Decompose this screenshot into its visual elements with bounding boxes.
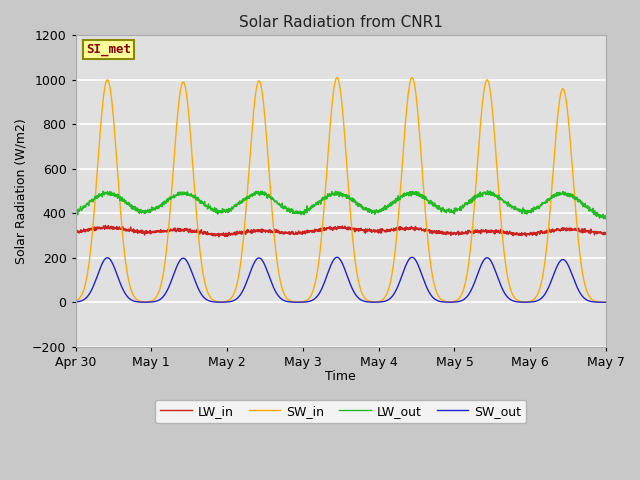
Y-axis label: Solar Radiation (W/m2): Solar Radiation (W/m2) xyxy=(15,118,28,264)
LW_in xyxy=(72,228,79,234)
SW_out xyxy=(538,295,546,301)
LW_in xyxy=(215,234,223,240)
SW_out xyxy=(314,293,321,299)
LW_in xyxy=(102,222,109,228)
LW_out xyxy=(538,203,546,208)
LW_in xyxy=(470,229,478,235)
SW_in xyxy=(408,75,416,81)
SW_out xyxy=(553,264,561,269)
LW_in xyxy=(314,228,322,234)
LW_out xyxy=(370,208,378,214)
LW_in xyxy=(554,226,561,232)
Legend: LW_in, SW_in, LW_out, SW_out: LW_in, SW_in, LW_out, SW_out xyxy=(156,400,526,423)
SW_in xyxy=(72,298,79,304)
Text: SI_met: SI_met xyxy=(86,43,131,56)
SW_in xyxy=(553,120,561,125)
LW_out xyxy=(602,214,609,219)
SW_in xyxy=(602,300,610,305)
SW_in xyxy=(470,208,477,214)
SW_out xyxy=(408,254,416,260)
SW_out xyxy=(602,300,610,305)
LW_in xyxy=(371,228,378,234)
Line: LW_in: LW_in xyxy=(76,225,606,237)
Line: LW_out: LW_out xyxy=(76,191,606,219)
LW_in xyxy=(538,230,546,236)
LW_in xyxy=(602,229,610,235)
LW_out xyxy=(553,191,561,196)
X-axis label: Time: Time xyxy=(326,370,356,383)
SW_out xyxy=(470,281,477,287)
SW_in xyxy=(370,299,378,305)
SW_out xyxy=(602,300,609,305)
LW_out xyxy=(602,216,610,222)
Line: SW_in: SW_in xyxy=(76,78,606,302)
LW_out xyxy=(314,199,321,204)
SW_out xyxy=(72,299,79,305)
LW_in xyxy=(602,230,610,236)
SW_in xyxy=(538,277,546,283)
Line: SW_out: SW_out xyxy=(76,257,606,302)
Title: Solar Radiation from CNR1: Solar Radiation from CNR1 xyxy=(239,15,443,30)
LW_out xyxy=(483,188,491,194)
LW_out xyxy=(470,198,477,204)
LW_out xyxy=(72,210,79,216)
SW_out xyxy=(370,299,378,305)
SW_in xyxy=(602,300,609,305)
SW_in xyxy=(314,268,321,274)
